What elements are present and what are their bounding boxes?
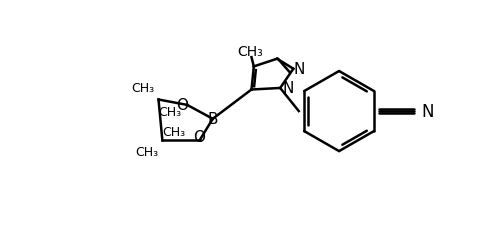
Text: CH₃: CH₃: [237, 45, 263, 59]
Text: CH₃: CH₃: [135, 146, 158, 159]
Text: N: N: [294, 62, 305, 77]
Text: N: N: [282, 81, 294, 96]
Text: N: N: [421, 103, 434, 121]
Text: CH₃: CH₃: [132, 82, 155, 95]
Text: O: O: [194, 129, 206, 144]
Text: O: O: [176, 98, 188, 113]
Text: CH₃: CH₃: [159, 105, 182, 118]
Text: B: B: [208, 112, 218, 127]
Text: CH₃: CH₃: [162, 125, 185, 138]
